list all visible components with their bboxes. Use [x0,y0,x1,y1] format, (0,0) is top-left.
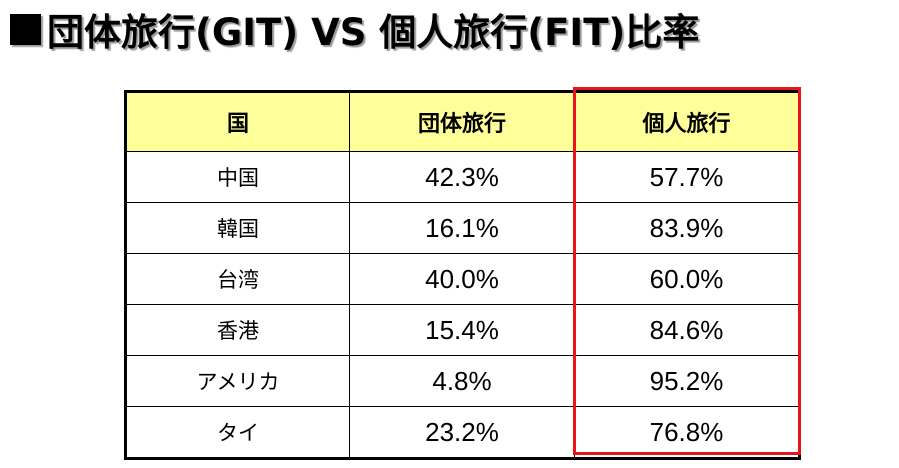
header-group-travel: 団体旅行 [349,91,575,152]
individual-travel-value: 95.2% [574,355,800,407]
group-travel-value: 16.1% [349,202,575,254]
table-row: 台湾 40.0% 60.0% [125,253,800,305]
table-row: 香港 15.4% 84.6% [125,304,800,356]
group-travel-value: 15.4% [349,304,575,356]
country-cell: 台湾 [125,253,350,305]
square-bullet-icon [10,13,41,45]
country-cell: 香港 [125,304,350,356]
individual-travel-value: 60.0% [574,253,800,305]
individual-travel-value: 76.8% [574,406,800,459]
individual-travel-value: 57.7% [574,151,800,203]
git-fit-ratio-table: 国 団体旅行 個人旅行 中国 42.3% 57.7% 韓国 16.1% 83.9… [124,90,801,460]
group-travel-value: 23.2% [349,406,575,459]
table-row: 中国 42.3% 57.7% [125,151,800,203]
table-row: 韓国 16.1% 83.9% [125,202,800,254]
header-country: 国 [125,91,350,152]
country-cell: 中国 [125,151,350,203]
country-cell: 韓国 [125,202,350,254]
individual-travel-value: 83.9% [574,202,800,254]
group-travel-value: 42.3% [349,151,575,203]
header-individual-travel: 個人旅行 [574,91,800,152]
individual-travel-value: 84.6% [574,304,800,356]
table-row: タイ 23.2% 76.8% [125,406,800,459]
slide-title-text: 団体旅行(GIT) VS 個人旅行(FIT)比率 [47,11,700,54]
country-cell: アメリカ [125,355,350,407]
group-travel-value: 40.0% [349,253,575,305]
table-row: アメリカ 4.8% 95.2% [125,355,800,407]
slide-title: 団体旅行(GIT) VS 個人旅行(FIT)比率 [10,2,699,56]
group-travel-value: 4.8% [349,355,575,407]
table-header-row: 国 団体旅行 個人旅行 [125,91,800,152]
country-cell: タイ [125,406,350,459]
ratio-table-container: 国 団体旅行 個人旅行 中国 42.3% 57.7% 韓国 16.1% 83.9… [124,90,801,460]
